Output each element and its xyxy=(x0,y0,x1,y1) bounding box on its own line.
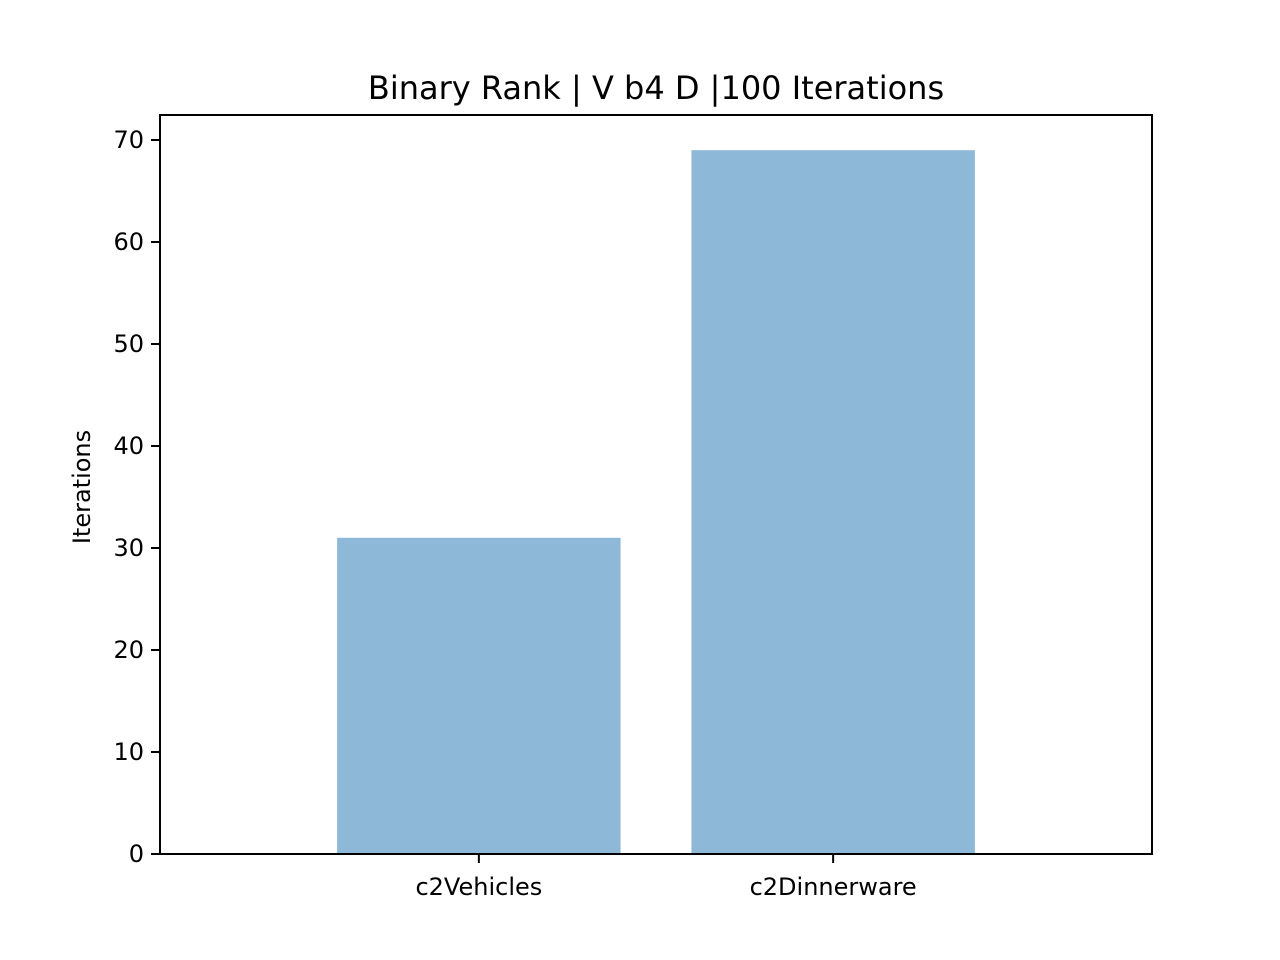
y-tick-label: 0 xyxy=(129,840,144,868)
bar-c2vehicles xyxy=(337,537,621,854)
bars-group xyxy=(337,150,975,854)
y-tick-label: 50 xyxy=(113,330,144,358)
y-tick-label: 30 xyxy=(113,534,144,562)
x-ticks-group: c2Vehicles c2Dinnerware xyxy=(415,854,917,901)
y-tick-label: 60 xyxy=(113,228,144,256)
y-tick-label: 70 xyxy=(113,126,144,154)
y-ticks-group: 0 10 20 30 40 50 60 70 xyxy=(113,126,160,868)
plot-area-frame xyxy=(159,114,1153,855)
x-tick-label: c2Vehicles xyxy=(415,873,542,901)
y-tick-label: 20 xyxy=(113,636,144,664)
y-tick-label: 10 xyxy=(113,738,144,766)
y-tick-label: 40 xyxy=(113,432,144,460)
chart-title: Binary Rank | V b4 D |100 Iterations xyxy=(368,69,944,107)
y-axis-label: Iterations xyxy=(68,430,96,544)
x-tick-label: c2Dinnerware xyxy=(750,873,917,901)
bar-c2dinnerware xyxy=(691,150,975,854)
